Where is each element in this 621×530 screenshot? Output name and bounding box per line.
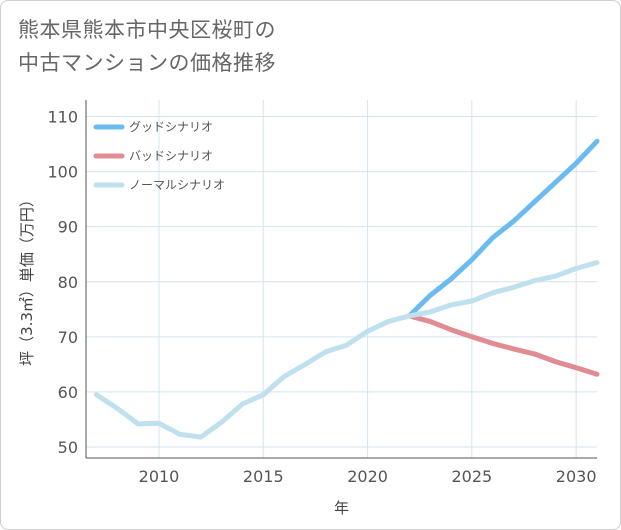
y-tick-label: 100 bbox=[47, 163, 78, 182]
y-tick-label: 80 bbox=[58, 273, 78, 292]
grid bbox=[86, 100, 597, 458]
y-tick-label: 60 bbox=[58, 383, 78, 402]
x-tick-label: 2030 bbox=[556, 467, 597, 486]
legend-label: バッドシナリオ bbox=[129, 149, 213, 163]
series-line-bad bbox=[406, 313, 600, 377]
y-tick-label: 110 bbox=[47, 108, 78, 127]
x-tick-label: 2025 bbox=[451, 467, 492, 486]
x-axis-label: 年 bbox=[334, 499, 349, 517]
chart-title-line-2: 中古マンションの価格推移 bbox=[18, 51, 276, 75]
series-line-good bbox=[406, 138, 600, 319]
y-axis-label: 坪（3.3㎡）単価（万円） bbox=[18, 192, 36, 366]
chart-title: 熊本県熊本市中央区桜町の 中古マンションの価格推移 bbox=[18, 14, 578, 80]
series-layer bbox=[93, 138, 600, 440]
x-tick-label: 2020 bbox=[347, 467, 388, 486]
plot-frame bbox=[85, 100, 597, 459]
series-line-normal bbox=[93, 260, 600, 440]
y-tick-label: 90 bbox=[58, 218, 78, 237]
y-tick-label: 70 bbox=[58, 328, 78, 347]
legend-label: グッドシナリオ bbox=[129, 120, 213, 134]
legend-label: ノーマルシナリオ bbox=[129, 178, 225, 192]
chart-title-line-1: 熊本県熊本市中央区桜町の bbox=[18, 18, 276, 42]
x-tick-label: 2010 bbox=[139, 467, 180, 486]
tick-labels: 2010 2015 2020 2025 2030 50 60 70 80 90 100 110 bbox=[47, 108, 596, 486]
x-tick-label: 2015 bbox=[243, 467, 284, 486]
y-tick-label: 50 bbox=[58, 438, 78, 457]
